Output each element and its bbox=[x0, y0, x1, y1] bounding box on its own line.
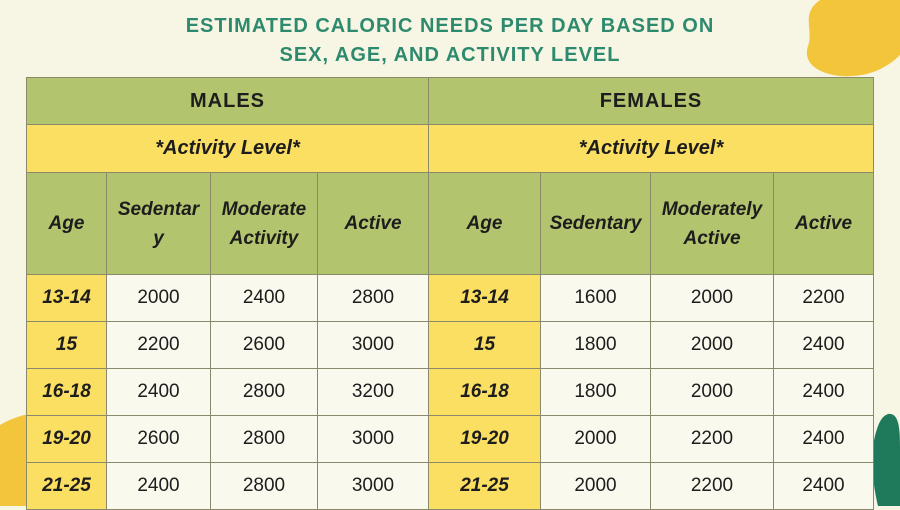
females-header: FEMALES bbox=[428, 77, 874, 125]
male-moderate-cell: 2600 bbox=[210, 321, 318, 369]
female-moderate-cell: 2000 bbox=[650, 274, 774, 322]
female-sedentary-cell: 2000 bbox=[540, 462, 651, 510]
female-col-age: Age bbox=[428, 172, 541, 275]
table-row: 21-25 2400 2800 3000 21-25 2000 2200 2400 bbox=[26, 462, 874, 510]
female-moderate-cell: 2000 bbox=[650, 368, 774, 416]
male-active-cell: 3000 bbox=[317, 415, 429, 463]
table-row: 16-18 2400 2800 3200 16-18 1800 2000 2400 bbox=[26, 368, 874, 416]
male-col-age: Age bbox=[26, 172, 107, 275]
male-active-cell: 3000 bbox=[317, 321, 429, 369]
male-col-sedentary: Sedentar y bbox=[106, 172, 211, 275]
female-active-cell: 2400 bbox=[773, 368, 874, 416]
female-active-cell: 2400 bbox=[773, 462, 874, 510]
male-age-cell: 15 bbox=[26, 321, 107, 369]
decor-blob-top-right bbox=[806, 0, 900, 77]
male-col-moderate: Moderate Activity bbox=[210, 172, 318, 275]
male-sedentary-cell: 2600 bbox=[106, 415, 211, 463]
females-activity-header: *Activity Level* bbox=[428, 124, 874, 173]
male-age-cell: 16-18 bbox=[26, 368, 107, 416]
female-age-cell: 13-14 bbox=[428, 274, 541, 322]
female-col-active: Active bbox=[773, 172, 874, 275]
table-row: 13-14 2000 2400 2800 13-14 1600 2000 2200 bbox=[26, 274, 874, 322]
male-age-cell: 13-14 bbox=[26, 274, 107, 322]
male-col-active: Active bbox=[317, 172, 429, 275]
male-moderate-cell: 2400 bbox=[210, 274, 318, 322]
female-moderate-cell: 2200 bbox=[650, 462, 774, 510]
female-age-cell: 16-18 bbox=[428, 368, 541, 416]
male-active-cell: 3000 bbox=[317, 462, 429, 510]
female-sedentary-cell: 1800 bbox=[540, 321, 651, 369]
male-moderate-cell: 2800 bbox=[210, 462, 318, 510]
caloric-needs-table: MALES FEMALES *Activity Level* *Activity… bbox=[26, 77, 874, 510]
male-sedentary-cell: 2000 bbox=[106, 274, 211, 322]
female-col-moderate: Moderately Active bbox=[650, 172, 774, 275]
female-age-cell: 19-20 bbox=[428, 415, 541, 463]
male-age-cell: 19-20 bbox=[26, 415, 107, 463]
male-moderate-cell: 2800 bbox=[210, 415, 318, 463]
male-sedentary-cell: 2200 bbox=[106, 321, 211, 369]
table-row: 19-20 2600 2800 3000 19-20 2000 2200 2400 bbox=[26, 415, 874, 463]
males-activity-header: *Activity Level* bbox=[26, 124, 429, 173]
decor-blob-bottom-right bbox=[872, 413, 900, 506]
female-active-cell: 2400 bbox=[773, 321, 874, 369]
male-active-cell: 3200 bbox=[317, 368, 429, 416]
female-age-cell: 15 bbox=[428, 321, 541, 369]
female-sedentary-cell: 2000 bbox=[540, 415, 651, 463]
female-moderate-cell: 2200 bbox=[650, 415, 774, 463]
male-active-cell: 2800 bbox=[317, 274, 429, 322]
table-row: 15 2200 2600 3000 15 1800 2000 2400 bbox=[26, 321, 874, 369]
title-line-2: SEX, AGE, AND ACTIVITY LEVEL bbox=[279, 44, 621, 66]
female-active-cell: 2200 bbox=[773, 274, 874, 322]
title-line-1: ESTIMATED CALORIC NEEDS PER DAY BASED ON bbox=[185, 15, 715, 37]
female-moderate-cell: 2000 bbox=[650, 321, 774, 369]
male-age-cell: 21-25 bbox=[26, 462, 107, 510]
female-active-cell: 2400 bbox=[773, 415, 874, 463]
males-header: MALES bbox=[26, 77, 429, 125]
female-age-cell: 21-25 bbox=[428, 462, 541, 510]
female-col-sedentary: Sedentary bbox=[540, 172, 651, 275]
male-sedentary-cell: 2400 bbox=[106, 368, 211, 416]
female-sedentary-cell: 1800 bbox=[540, 368, 651, 416]
male-moderate-cell: 2800 bbox=[210, 368, 318, 416]
female-sedentary-cell: 1600 bbox=[540, 274, 651, 322]
male-sedentary-cell: 2400 bbox=[106, 462, 211, 510]
page-title: ESTIMATED CALORIC NEEDS PER DAY BASED ON… bbox=[0, 12, 900, 70]
